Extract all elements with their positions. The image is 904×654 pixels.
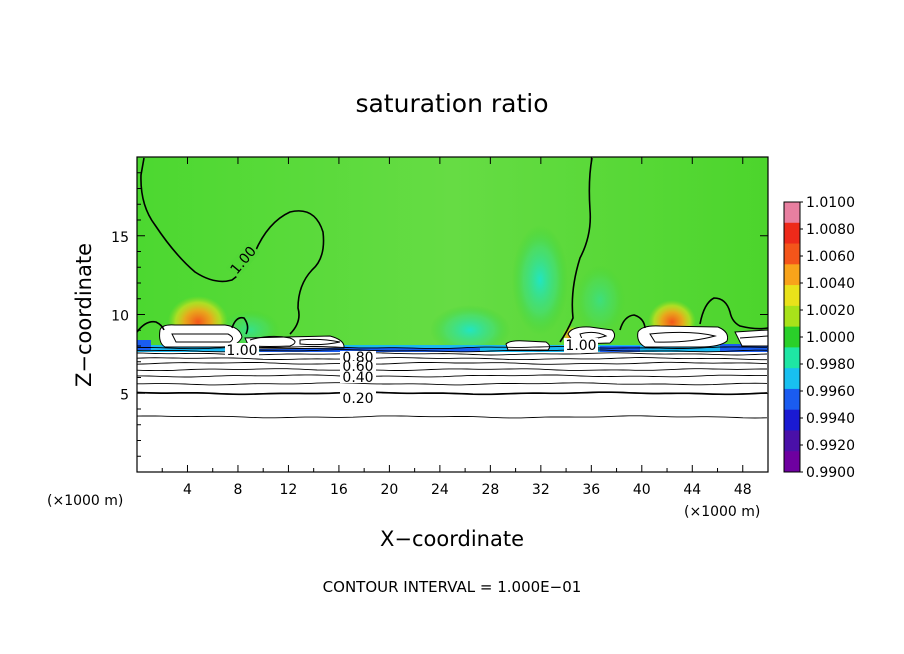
x-tick-label: 48 <box>734 482 752 498</box>
blue-band <box>600 346 640 352</box>
colorbar-label: 1.0000 <box>806 330 855 346</box>
y-axis-title: Z−coordinate <box>72 243 96 387</box>
colorbar-swatch <box>784 285 800 307</box>
x-tick-label: 32 <box>532 482 550 498</box>
contour-line-level <box>137 374 767 378</box>
contour-line-level <box>137 391 768 396</box>
contour-labels: 1.00 1.00 1.00 0.80 0.60 0.40 0.20 <box>225 241 598 407</box>
contour-line-1-00 <box>140 157 325 335</box>
y-axis: 5 10 15 <box>111 172 768 457</box>
colorbar-label: 1.0080 <box>806 222 855 238</box>
x-axis: 4 8 12 16 20 24 28 32 36 40 44 48 <box>161 157 752 498</box>
x-tick-label: 36 <box>582 482 600 498</box>
x-tick-label: 28 <box>481 482 499 498</box>
colorbar: 1.0100 1.0080 1.0060 1.0040 1.0020 1.0000 0.99… <box>783 195 855 481</box>
plot-area <box>137 157 768 472</box>
colorbar-label: 1.0020 <box>806 303 855 319</box>
colorbar-label: 0.9960 <box>806 384 855 400</box>
blue-band <box>137 340 151 350</box>
cyan-region <box>512 225 568 335</box>
colorbar-swatch <box>784 326 800 348</box>
contour-label: 0.40 <box>342 370 373 386</box>
subsaturated-region <box>137 352 768 472</box>
x-tick-label: 40 <box>633 482 651 498</box>
y-tick-label: 10 <box>111 309 129 325</box>
contour-label: 1.00 <box>226 343 257 359</box>
colorbar-swatch <box>784 451 800 473</box>
x-unit-label-right: (×1000 m) <box>684 504 760 520</box>
cloud-region <box>734 329 768 347</box>
contour-line-near-cloud <box>739 335 768 339</box>
colorbar-swatch <box>784 409 800 431</box>
colorbar-label: 1.0040 <box>806 276 855 292</box>
x-tick-label: 44 <box>683 482 701 498</box>
contour-line-1-00 <box>619 314 646 331</box>
contour-line-level <box>137 361 768 365</box>
contour-line-level <box>137 415 768 419</box>
cloud-region <box>159 324 243 348</box>
x-unit-label: (×1000 m) <box>47 493 123 509</box>
colorbar-swatch <box>784 222 800 245</box>
contour-line-level <box>137 357 767 361</box>
contour-line-near-cloud <box>171 333 234 343</box>
x-tick-label: 20 <box>380 482 398 498</box>
colorbar-label: 1.0100 <box>806 195 855 211</box>
contour-line-level <box>137 368 767 372</box>
cyan-region <box>575 265 625 335</box>
contour-line-near-cloud <box>649 331 717 343</box>
cloud-region <box>505 340 551 351</box>
colorbar-label: 0.9980 <box>806 357 855 373</box>
contour-line-1-00 <box>137 320 165 333</box>
contour-line-near-cloud <box>249 335 296 347</box>
colorbar-swatch <box>784 243 800 265</box>
colorbar-label: 0.9900 <box>806 465 855 481</box>
contour-line-1-00 <box>559 157 593 343</box>
contour-lines <box>137 157 768 347</box>
colorbar-swatch <box>784 430 800 452</box>
colorbar-label: 1.0060 <box>806 249 855 265</box>
colorbar-swatch <box>784 388 800 411</box>
x-tick-label: 4 <box>183 482 192 498</box>
contour-line-1-00 <box>699 297 768 330</box>
colorbar-swatch <box>784 264 800 286</box>
colorbar-swatch <box>784 305 800 328</box>
colorbar-swatch <box>784 202 800 224</box>
x-tick-label: 12 <box>280 482 298 498</box>
x-axis-title: X−coordinate <box>380 527 524 551</box>
chart-title: saturation ratio <box>355 89 548 118</box>
blue-band <box>720 344 768 352</box>
colorbar-label: 0.9920 <box>806 438 855 454</box>
contour-line-level <box>137 382 768 386</box>
contour-label: 0.20 <box>342 391 373 407</box>
colorbar-swatch <box>784 368 800 390</box>
cyan-region <box>430 305 510 355</box>
colorbar-swatch <box>784 347 800 369</box>
contour-label: 1.00 <box>565 338 596 354</box>
colorbar-label: 0.9940 <box>806 411 855 427</box>
x-tick-label: 16 <box>330 482 348 498</box>
x-tick-label: 8 <box>233 482 242 498</box>
contour-line-1-00 <box>231 316 249 335</box>
contour-line-near-cloud <box>299 338 341 346</box>
x-tick-label: 24 <box>431 482 449 498</box>
y-tick-label: 15 <box>111 230 129 246</box>
y-tick-label: 5 <box>120 387 129 403</box>
contour-interval-note: CONTOUR INTERVAL = 1.000E−01 <box>323 578 582 596</box>
